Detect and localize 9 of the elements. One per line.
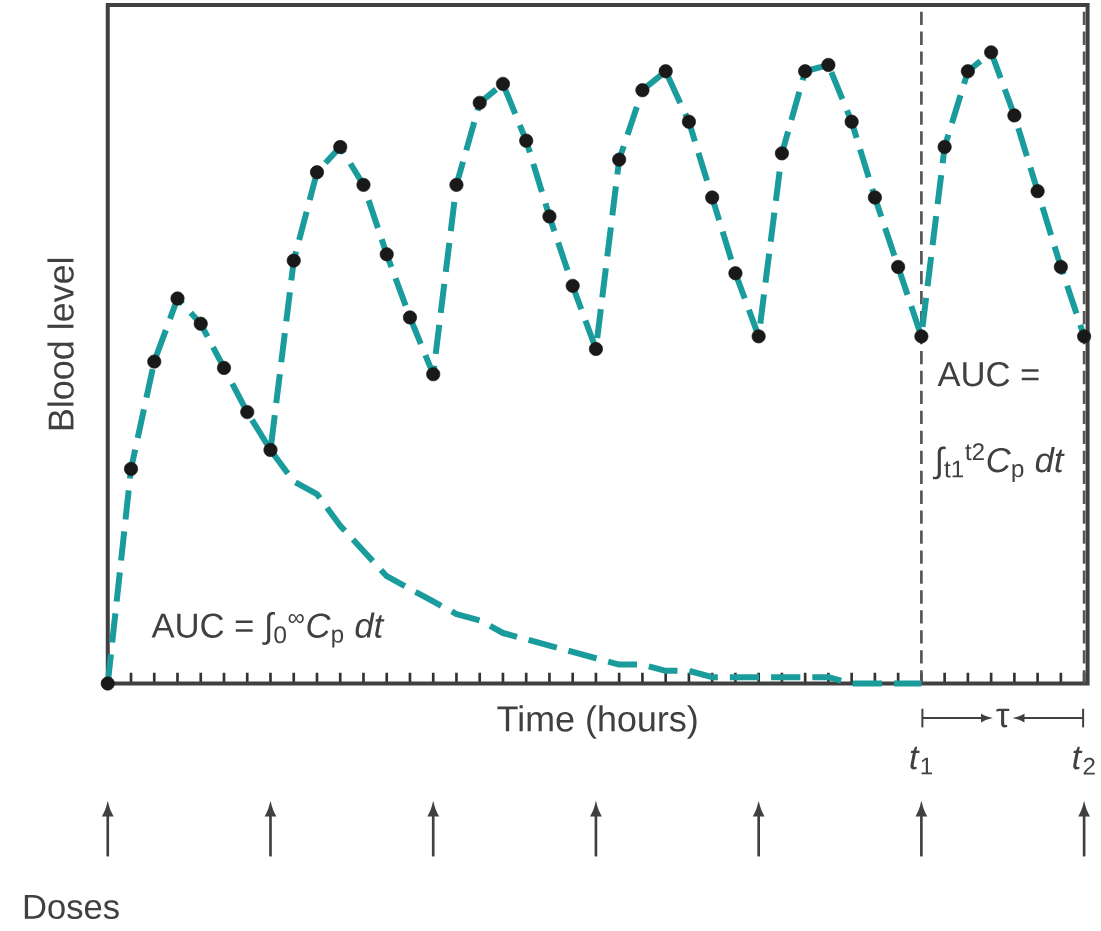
x-axis-title: Time (hours) (497, 705, 697, 739)
y-axis-title: Blood level (47, 258, 74, 430)
text: t$_{1}$ (910, 746, 932, 775)
annotation: AUC = ∫$_{0}$$^{∞}$C$_{p}$ dt (151, 612, 385, 648)
annotation: ∫$_{t1}$$^{t2}$C$_{p}$ dt (932, 443, 1065, 483)
text: Doses (24, 894, 119, 920)
text: τ (996, 708, 1010, 728)
text: t$_{2}$ (1073, 746, 1095, 775)
annotation: AUC = (937, 361, 1039, 387)
